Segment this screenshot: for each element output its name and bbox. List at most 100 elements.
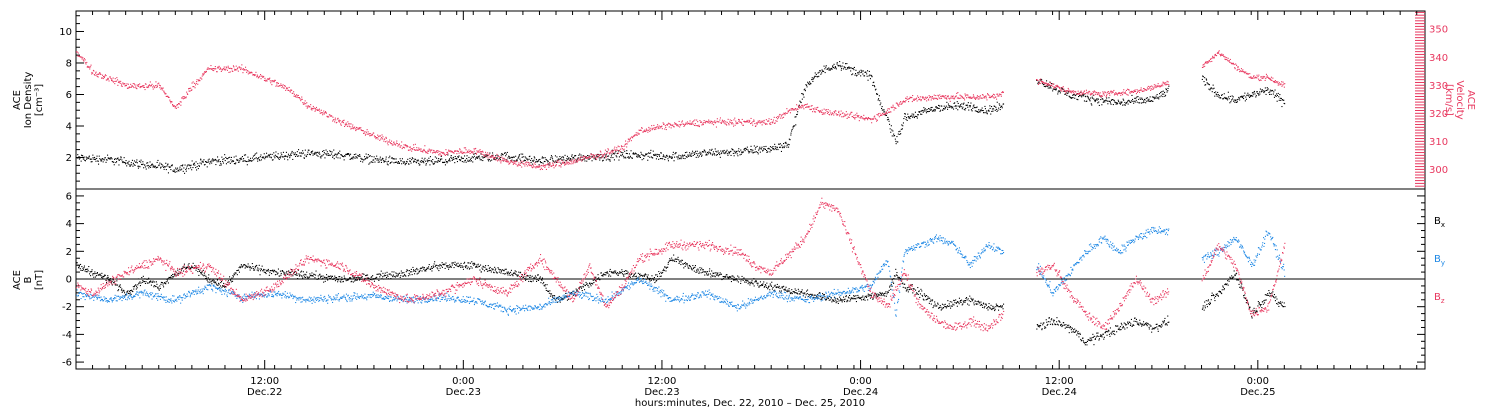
density-point xyxy=(885,114,887,116)
velocity-point xyxy=(457,150,459,152)
bx-point xyxy=(150,280,152,282)
density-point xyxy=(1204,77,1206,79)
velocity-point xyxy=(584,157,586,159)
velocity-point xyxy=(1045,84,1047,86)
density-point xyxy=(672,151,674,153)
velocity-point xyxy=(877,114,879,116)
bx-point xyxy=(123,289,125,291)
density-point xyxy=(414,158,416,160)
density-point xyxy=(602,159,604,161)
velocity-point xyxy=(855,114,857,116)
velocity-point xyxy=(761,121,763,123)
density-point xyxy=(1248,94,1250,96)
density-point xyxy=(894,135,896,137)
velocity-point xyxy=(1107,91,1109,93)
velocity-point xyxy=(628,140,630,142)
density-point xyxy=(233,160,235,162)
density-point xyxy=(349,158,351,160)
velocity-point xyxy=(347,121,349,123)
bx-point xyxy=(252,266,254,268)
density-point xyxy=(448,159,450,161)
velocity-point xyxy=(535,167,537,169)
density-point xyxy=(203,159,205,161)
velocity-point xyxy=(174,107,176,109)
velocity-point xyxy=(403,144,405,146)
velocity-point xyxy=(1101,95,1103,97)
velocity-point xyxy=(472,151,474,153)
density-point xyxy=(570,159,572,161)
velocity-point xyxy=(655,127,657,129)
velocity-point xyxy=(883,114,885,116)
velocity-point xyxy=(1283,83,1285,85)
bx-point xyxy=(80,263,82,265)
velocity-point xyxy=(794,109,796,111)
velocity-point xyxy=(269,77,271,79)
density-point xyxy=(743,149,745,151)
velocity-point xyxy=(871,118,873,120)
velocity-point xyxy=(842,112,844,114)
density-point xyxy=(494,159,496,161)
density-point xyxy=(994,109,996,111)
density-point xyxy=(121,161,123,163)
density-point xyxy=(881,109,883,111)
velocity-point xyxy=(478,151,480,153)
density-point xyxy=(724,153,726,155)
bx-point xyxy=(251,263,253,265)
velocity-point xyxy=(531,165,533,167)
velocity-point xyxy=(1158,85,1160,87)
density-point xyxy=(915,115,917,117)
density-point xyxy=(477,157,479,159)
velocity-point xyxy=(1080,94,1082,96)
density-point xyxy=(127,163,129,165)
velocity-point xyxy=(981,94,983,96)
density-point xyxy=(304,149,306,151)
density-point xyxy=(164,166,166,168)
density-point xyxy=(690,155,692,157)
velocity-point xyxy=(798,107,800,109)
velocity-point xyxy=(278,85,280,87)
velocity-point xyxy=(820,111,822,113)
density-point xyxy=(325,149,327,151)
velocity-point xyxy=(186,93,188,95)
velocity-point xyxy=(791,109,793,111)
density-point xyxy=(182,170,184,172)
density-point xyxy=(581,156,583,158)
velocity-point xyxy=(225,68,227,70)
velocity-point xyxy=(1208,60,1210,62)
velocity-point xyxy=(962,97,964,99)
density-point xyxy=(353,156,355,158)
density-point xyxy=(1123,104,1125,106)
velocity-point xyxy=(498,159,500,161)
density-point xyxy=(769,151,771,153)
velocity-point xyxy=(544,165,546,167)
bx-point xyxy=(273,271,275,273)
velocity-point xyxy=(662,122,664,124)
velocity-point xyxy=(114,83,116,85)
velocity-point xyxy=(714,120,716,122)
velocity-point xyxy=(1203,63,1205,65)
bx-point xyxy=(157,286,159,288)
velocity-point xyxy=(697,125,699,127)
velocity-point xyxy=(1001,92,1003,94)
velocity-point xyxy=(272,81,274,83)
density-point xyxy=(1091,104,1093,106)
velocity-point xyxy=(890,106,892,108)
density-point xyxy=(1037,81,1039,83)
velocity-point xyxy=(976,95,978,97)
density-point xyxy=(944,107,946,109)
velocity-point xyxy=(1076,93,1078,95)
velocity-point xyxy=(556,160,558,162)
velocity-point xyxy=(1220,54,1222,56)
bx-point xyxy=(102,277,104,279)
density-point xyxy=(432,163,434,165)
density-point xyxy=(604,155,606,157)
bx-point xyxy=(249,267,251,269)
velocity-point xyxy=(295,95,297,97)
density-point xyxy=(185,170,187,172)
bx-point xyxy=(341,278,343,280)
bx-point xyxy=(147,282,149,284)
density-point xyxy=(482,160,484,162)
density-point xyxy=(990,113,992,115)
velocity-point xyxy=(676,125,678,127)
density-point xyxy=(202,161,204,163)
